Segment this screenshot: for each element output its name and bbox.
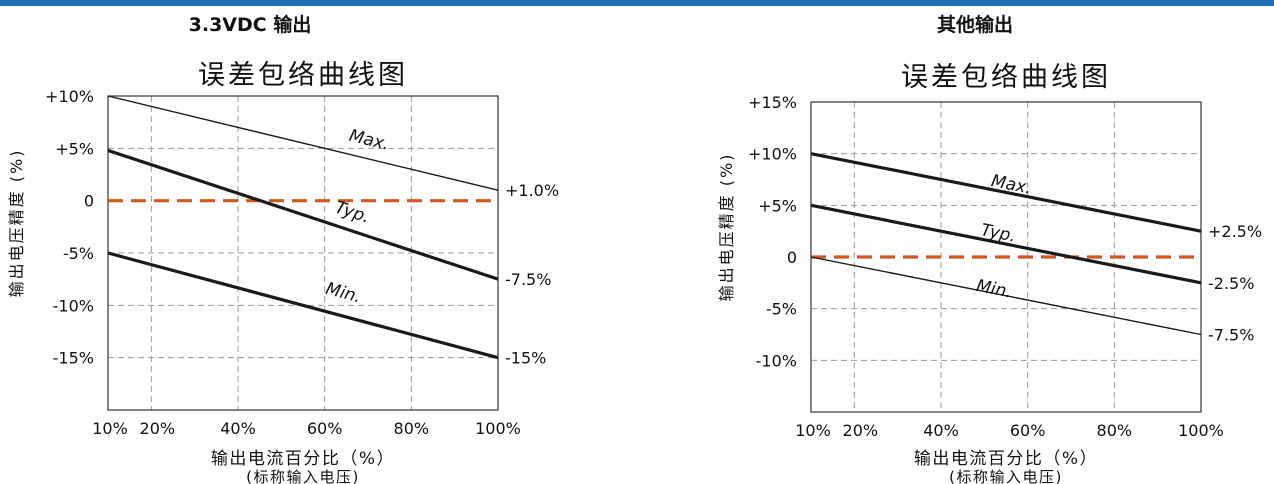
chart-heading: 3.3VDC 输出 (188, 14, 312, 36)
series-end-label: -7.5% (1208, 326, 1254, 345)
x-tick-label: 10% (92, 419, 128, 438)
x-axis-label: 输出电流百分比（%） (914, 449, 1098, 469)
x-tick-label: 80% (1097, 421, 1133, 440)
y-tick-label: +15% (748, 93, 797, 112)
x-tick-label: 40% (220, 419, 256, 438)
error-envelope-chart-other: 误差包络曲线图 Max. +2.5% Typ. -2.5% Min. -7.5% +15% +1… (717, 62, 1262, 484)
y-axis-label: 输出电压精度 (%) (717, 153, 736, 302)
y-axis-label: 输出电压精度 (%) (7, 149, 26, 298)
x-tick-label: 100% (1178, 421, 1224, 440)
y-tick-label: 0 (787, 248, 797, 267)
x-tick-label: 20% (140, 419, 176, 438)
x-tick-label: 100% (475, 419, 521, 438)
series-label: Typ. (979, 220, 1017, 246)
x-tick-label: 10% (795, 421, 831, 440)
series-end-label: +1.0% (505, 181, 559, 200)
series-end-label: -2.5% (1208, 274, 1254, 293)
series-end-label: -15% (505, 349, 546, 368)
x-tick-label: 20% (843, 421, 879, 440)
x-tick-label: 60% (307, 419, 343, 438)
chart-title: 误差包络曲线图 (198, 60, 408, 91)
chart-heading: 其他输出 (936, 14, 1013, 36)
y-tick-label: -5% (766, 300, 797, 319)
y-tick-label: -10% (53, 296, 94, 315)
series-label: Max. (347, 126, 391, 155)
y-tick-label: +5% (758, 196, 797, 215)
series-label: Max. (989, 171, 1033, 198)
y-tick-label: +5% (55, 139, 94, 158)
y-tick-label: -5% (63, 244, 94, 263)
x-axis-sublabel: (标称输入电压) (246, 468, 360, 484)
header-accent-bar (0, 0, 1274, 6)
y-tick-label: 0 (84, 192, 94, 211)
series-line-max (107, 95, 499, 191)
series-line-min (810, 256, 1202, 336)
series-end-label: -7.5% (505, 270, 551, 289)
chart-panel-other: 其他输出 误差包络曲线图 Max. +2.5% Typ. -2.5% Min. -7.5% +… (710, 6, 1274, 484)
chart-title: 误差包络曲线图 (901, 62, 1111, 93)
y-tick-label: +10% (45, 87, 94, 106)
series-line-min (107, 251, 499, 360)
series-line-typ (107, 148, 499, 281)
x-tick-label: 60% (1010, 421, 1046, 440)
x-tick-label: 80% (394, 419, 430, 438)
series-end-label: +2.5% (1208, 222, 1262, 241)
series-label: Min. (324, 279, 364, 308)
series-line-max (810, 152, 1202, 233)
x-axis-label: 输出电流百分比（%） (211, 449, 395, 469)
y-tick-label: -10% (756, 351, 797, 370)
x-tick-label: 40% (923, 421, 959, 440)
error-envelope-chart-3v3: 误差包络曲线图Max.+1.0%Typ.-7.5%Min.-15%+10%+5%… (7, 60, 559, 484)
y-tick-label: -15% (53, 349, 94, 368)
series-line-typ (810, 203, 1202, 285)
y-tick-label: +10% (748, 145, 797, 164)
series-label: Min. (975, 276, 1014, 303)
chart-panel-3v3: 3.3VDC 输出 误差包络曲线图 Max. +1.0% Typ. -7.5% Min. -… (0, 6, 620, 484)
x-axis-sublabel: (标称输入电压) (949, 468, 1063, 484)
